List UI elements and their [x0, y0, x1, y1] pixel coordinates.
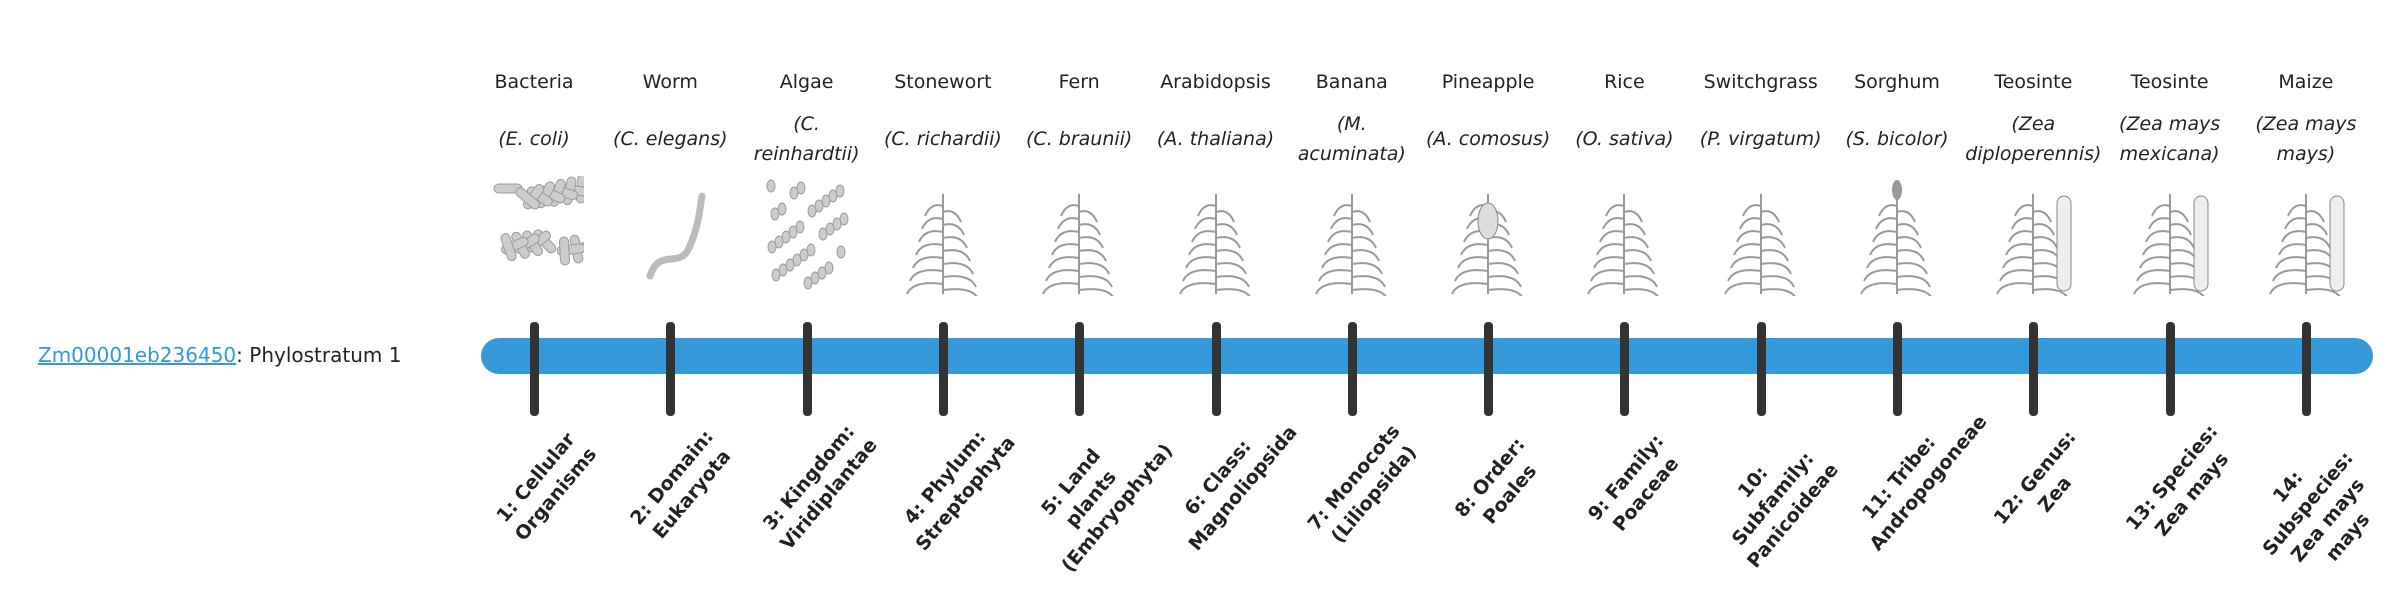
teosinte-mexicana-illustration: [2120, 176, 2220, 301]
arabidopsis-illustration: [1166, 176, 1266, 301]
taxonomic-rank-label: 6: Class: Magnoliopsida: [1179, 421, 1302, 556]
pineapple-illustration: [1438, 176, 1538, 301]
rice-illustration: [1574, 176, 1674, 301]
organism-common-name: Arabidopsis: [1160, 71, 1271, 93]
taxonomic-rank-label: 5: Land plants (Embryophyta): [1037, 439, 1178, 577]
organism-common-name: Switchgrass: [1703, 71, 1818, 93]
fern-illustration: [1029, 176, 1129, 301]
organism-common-name: Rice: [1604, 71, 1645, 93]
algae-illustration: [757, 176, 857, 296]
organism-common-name: Maize: [2278, 71, 2334, 93]
timeline-tick: [1620, 322, 1630, 416]
organism-scientific-name: (C. elegans): [602, 100, 738, 178]
taxonomic-rank-label: 8: Order: Poales: [1450, 433, 1542, 529]
bacteria-illustration: [484, 174, 598, 296]
sorghum-illustration: [1847, 176, 1947, 301]
timeline-tick: [666, 322, 676, 416]
timeline-tick: [1347, 322, 1357, 416]
scientific-name-text: (A. thaliana): [1156, 128, 1275, 150]
taxonomic-rank-label: 9: Family: Poaceae: [1584, 430, 1684, 536]
organism-scientific-name: (M. acuminata): [1284, 100, 1420, 178]
teosinte-illustration: [1983, 176, 2083, 301]
organism-common-name: Teosinte: [1994, 71, 2073, 93]
taxonomic-rank-label: 3: Kingdom: Viridiplantae: [758, 420, 882, 555]
organism-common-name: Bacteria: [494, 71, 574, 93]
organism-scientific-name: (Zea mays mays): [2238, 100, 2374, 178]
scientific-name-text: (C. reinhardtii): [753, 113, 860, 165]
organism-scientific-name: (P. virgatum): [1693, 100, 1829, 178]
timeline-tick: [2029, 322, 2039, 416]
taxonomic-rank-label: 11: Tribe: Andropogoneae: [1857, 410, 1992, 556]
organism-scientific-name: (C. braunii): [1011, 100, 1147, 178]
phylostratum-timeline-bar: [481, 338, 2373, 374]
organism-common-name: Algae: [779, 71, 834, 93]
scientific-name-text: (S. bicolor): [1845, 128, 1949, 150]
gene-id-link[interactable]: Zm00001eb236450: [38, 343, 237, 367]
taxonomic-rank-label: 4: Phylum: Streptophyta: [899, 426, 1020, 556]
timeline-tick: [1484, 322, 1494, 416]
organism-common-name: Stonewort: [894, 71, 992, 93]
scientific-name-text: (Zea diploperennis): [1965, 113, 2102, 165]
taxonomic-rank-label: 1: Cellular Organisms: [492, 428, 602, 546]
scientific-name-text: (C. braunii): [1026, 128, 1133, 150]
scientific-name-text: (C. elegans): [613, 128, 728, 150]
scientific-name-text: (P. virgatum): [1699, 128, 1822, 150]
organism-common-name: Banana: [1315, 71, 1388, 93]
organism-scientific-name: (E. coli): [466, 100, 602, 178]
taxonomic-rank-label: 14: Subspecies: Zea mays mays: [2258, 447, 2375, 567]
taxonomic-rank-label: 7: Monocots (Liliopsida): [1303, 420, 1421, 548]
taxonomic-rank-label: 13: Species: Zea mays: [2121, 420, 2233, 541]
timeline-tick: [530, 322, 539, 416]
taxonomic-rank-label: 2: Domain: Eukaryota: [626, 425, 736, 544]
timeline-tick: [938, 322, 948, 416]
timeline-tick: [1756, 322, 1766, 416]
organism-common-name: Worm: [642, 71, 698, 93]
timeline-tick: [1211, 322, 1221, 416]
organism-scientific-name: (A. comosus): [1420, 100, 1556, 178]
organism-common-name: Pineapple: [1441, 71, 1535, 93]
switchgrass-illustration: [1711, 176, 1811, 301]
organism-common-name: Fern: [1058, 71, 1100, 93]
organism-scientific-name: (A. thaliana): [1148, 100, 1284, 178]
timeline-tick: [2165, 322, 2175, 416]
organism-scientific-name: (Zea mays mexicana): [2102, 100, 2238, 178]
phylostratum-text: : Phylostratum 1: [236, 343, 402, 367]
scientific-name-text: (M. acuminata): [1297, 113, 1406, 165]
timeline-tick: [802, 322, 812, 416]
banana-illustration: [1302, 176, 1402, 301]
worm-illustration: [620, 176, 720, 296]
timeline-tick: [2301, 322, 2311, 416]
timeline-tick: [1075, 322, 1085, 416]
organism-common-name: Teosinte: [2130, 71, 2209, 93]
gene-phylostratum-label: Zm00001eb236450: Phylostratum 1: [38, 340, 401, 370]
timeline-tick: [1893, 322, 1902, 416]
scientific-name-text: (O. sativa): [1575, 128, 1674, 150]
organism-scientific-name: (S. bicolor): [1829, 100, 1965, 178]
scientific-name-text: (A. comosus): [1425, 128, 1551, 150]
organism-scientific-name: (Zea diploperennis): [1965, 100, 2101, 178]
scientific-name-text: (Zea mays mays): [2255, 113, 2357, 165]
stonewort-illustration: [893, 176, 993, 301]
organism-common-name: Sorghum: [1854, 71, 1940, 93]
scientific-name-text: (C. richardii): [883, 128, 1002, 150]
scientific-name-text: (E. coli): [498, 128, 570, 150]
scientific-name-text: (Zea mays mexicana): [2119, 113, 2221, 165]
taxonomic-rank-label: 10: Subfamily: Panicoideae: [1727, 447, 1843, 573]
organism-scientific-name: (O. sativa): [1556, 100, 1692, 178]
maize-illustration: [2256, 176, 2356, 301]
organism-scientific-name: (C. richardii): [875, 100, 1011, 178]
organism-scientific-name: (C. reinhardtii): [739, 100, 875, 178]
taxonomic-rank-label: 12: Genus: Zea: [1989, 426, 2081, 529]
